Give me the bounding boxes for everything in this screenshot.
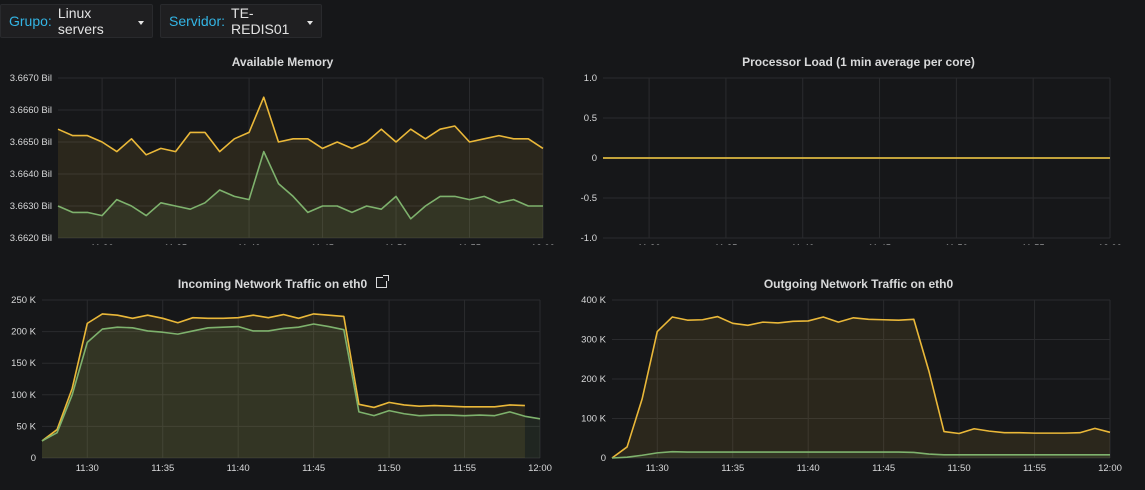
- series-area-fill: [612, 316, 1110, 458]
- outgoing-traffic-chart[interactable]: 400 K 300 K 200 K 100 K 0 11:30 11:35 11:40 11:4…: [572, 272, 1145, 485]
- y-tick-label: 1.0: [584, 73, 597, 84]
- y-tick-label: 3.6620 Bil: [10, 233, 52, 244]
- series-area-fill: [612, 451, 1110, 458]
- x-tick-label: 11:45: [311, 243, 334, 245]
- panel-processor-load: Processor Load (1 min average per core) …: [572, 50, 1145, 254]
- x-tick-label: 11:40: [791, 243, 814, 245]
- y-tick-label: 200 K: [11, 327, 36, 338]
- series-line: [611, 450, 1110, 459]
- x-tick-label: 12:00: [1098, 463, 1122, 474]
- caret-down-icon: [138, 20, 144, 25]
- series-line: [57, 150, 543, 220]
- x-tick-label: 11:45: [872, 463, 895, 474]
- x-tick-label: 11:50: [378, 463, 401, 474]
- x-tick-label: 12:00: [1098, 243, 1122, 245]
- panel-title[interactable]: Outgoing Network Traffic on eth0: [763, 277, 954, 291]
- template-variables-bar: Grupo: Linux servers Servidor: TE-REDIS0…: [0, 0, 1145, 40]
- y-tick-label: 3.6660 Bil: [10, 105, 52, 116]
- panel-incoming-traffic: Incoming Network Traffic on eth0 250 K 20…: [0, 272, 565, 485]
- series-line: [41, 313, 525, 442]
- x-tick-label: 11:50: [948, 463, 971, 474]
- y-tick-label: 100 K: [11, 390, 36, 401]
- panel-outgoing-traffic: Outgoing Network Traffic on eth0 400 K 30…: [572, 272, 1145, 485]
- y-tick-label: 150 K: [11, 358, 36, 369]
- series-line: [611, 315, 1111, 459]
- y-tick-label: 0: [601, 453, 606, 464]
- external-link-icon[interactable]: [376, 275, 390, 288]
- x-tick-label: 11:30: [638, 243, 661, 245]
- series-area-fill: [58, 151, 543, 238]
- x-tick-label: 11:55: [1023, 463, 1046, 474]
- y-tick-label: 3.6670 Bil: [10, 73, 52, 84]
- y-tick-label: 0.5: [584, 113, 597, 124]
- y-tick-label: -1.0: [581, 233, 597, 244]
- x-tick-label: 11:45: [302, 463, 325, 474]
- series-area-fill: [42, 313, 525, 458]
- x-tick-label: 11:55: [1022, 243, 1045, 245]
- group-variable-dropdown[interactable]: Grupo: Linux servers: [0, 4, 153, 38]
- x-tick-label: 11:50: [945, 243, 968, 245]
- series-line: [57, 96, 544, 156]
- panel-title[interactable]: Available Memory: [231, 55, 334, 69]
- x-tick-label: 11:35: [151, 463, 174, 474]
- panel-title-text: Incoming Network Traffic on eth0: [177, 277, 368, 291]
- series-area-fill: [42, 324, 540, 458]
- processor-load-chart[interactable]: 1.0 0.5 0 -0.5 -1.0 11:30 11:35 11:40 11:45 11:50…: [572, 50, 1145, 254]
- series-area-fill: [58, 97, 543, 238]
- group-variable-value: Linux servers: [57, 5, 104, 37]
- y-tick-label: 0: [31, 453, 36, 464]
- x-tick-label: 11:35: [164, 243, 187, 245]
- incoming-traffic-chart[interactable]: 250 K 200 K 150 K 100 K 50 K 0 11:30 11:35 11:40…: [0, 272, 565, 485]
- x-tick-label: 11:40: [797, 463, 820, 474]
- x-tick-label: 12:00: [531, 243, 555, 245]
- series-line: [41, 323, 541, 442]
- x-tick-label: 11:35: [721, 463, 744, 474]
- x-tick-label: 11:30: [646, 463, 669, 474]
- y-tick-label: 400 K: [581, 295, 606, 306]
- y-tick-label: 3.6650 Bil: [10, 137, 52, 148]
- x-tick-label: 11:30: [91, 243, 114, 245]
- x-tick-label: 11:30: [76, 463, 99, 474]
- x-tick-label: 11:35: [714, 243, 737, 245]
- y-tick-label: 3.6630 Bil: [10, 201, 52, 212]
- x-tick-label: 11:55: [458, 243, 481, 245]
- available-memory-chart[interactable]: 3.6670 Bil 3.6660 Bil 3.6650 Bil 3.6640 Bil…: [0, 50, 565, 254]
- y-tick-label: 250 K: [11, 295, 36, 306]
- x-tick-label: 11:40: [227, 463, 250, 474]
- x-tick-label: 11:55: [453, 463, 476, 474]
- y-tick-label: 200 K: [581, 374, 606, 385]
- x-tick-label: 11:50: [384, 243, 407, 245]
- caret-down-icon: [307, 20, 313, 25]
- x-tick-label: 12:00: [528, 463, 552, 474]
- panel-available-memory: Available Memory 3.6670 Bil 3.6660 Bil 3.6…: [0, 50, 565, 254]
- panel-title[interactable]: Incoming Network Traffic on eth0: [0, 275, 565, 291]
- panel-title[interactable]: Processor Load (1 min average per core): [742, 55, 975, 69]
- y-tick-label: 300 K: [581, 335, 606, 346]
- y-tick-label: 0: [592, 153, 597, 164]
- y-tick-label: 100 K: [581, 414, 606, 425]
- y-tick-label: 50 K: [16, 421, 36, 432]
- x-tick-label: 11:45: [868, 243, 891, 245]
- x-tick-label: 11:40: [238, 243, 261, 245]
- y-tick-label: 3.6640 Bil: [10, 169, 52, 180]
- y-tick-label: -0.5: [581, 193, 597, 204]
- server-variable-label: Servidor:: [169, 13, 226, 29]
- server-variable-dropdown[interactable]: Servidor: TE-REDIS01: [160, 4, 322, 38]
- server-variable-value: TE-REDIS01: [231, 5, 290, 37]
- group-variable-label: Grupo:: [9, 13, 52, 29]
